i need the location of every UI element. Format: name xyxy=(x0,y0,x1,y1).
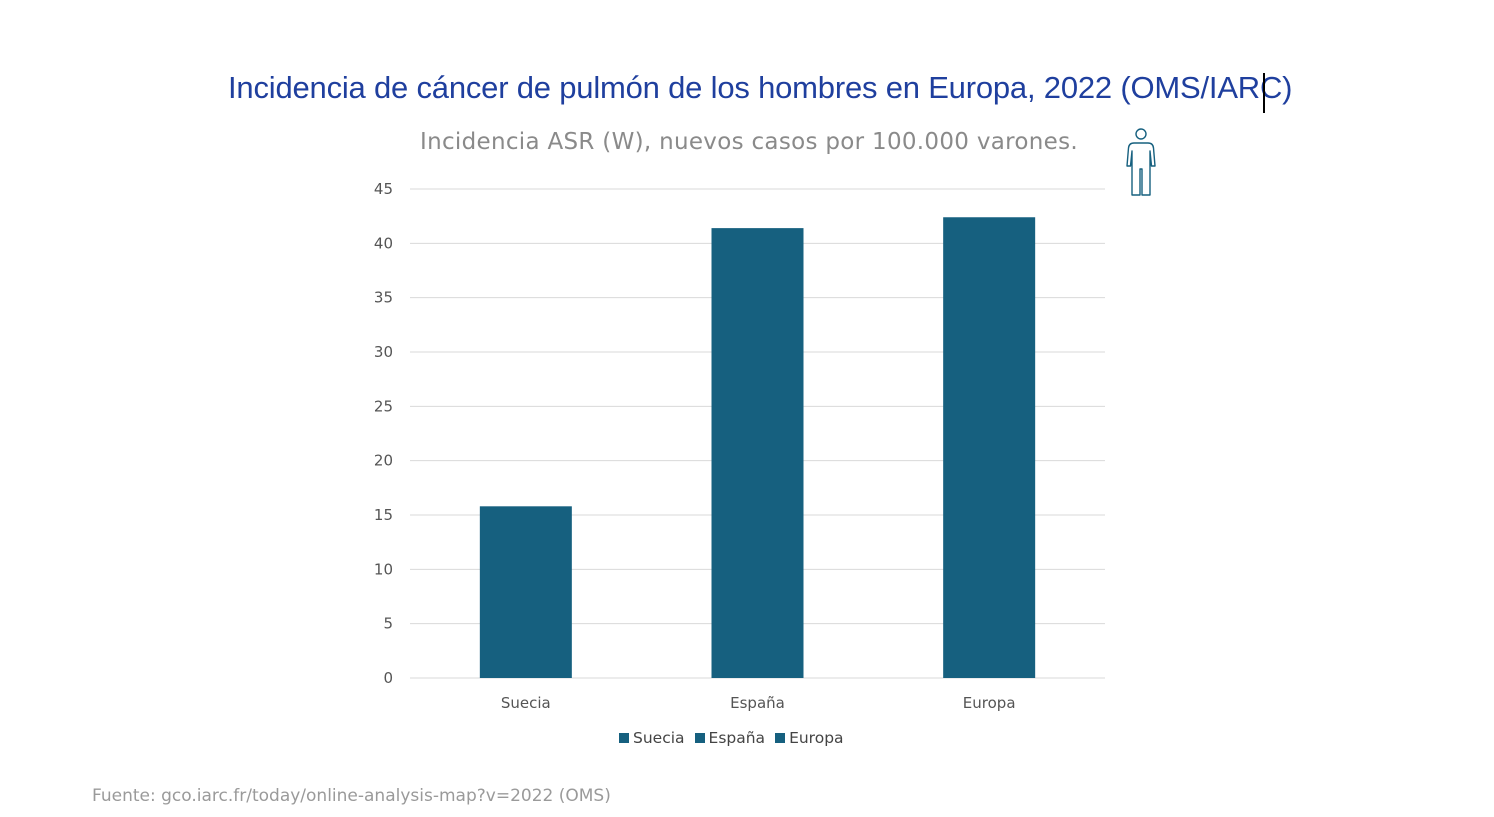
legend-label-espana: España xyxy=(708,729,766,747)
legend-label-suecia: Suecia xyxy=(633,729,685,747)
bar-europa xyxy=(943,217,1036,678)
legend-item-suecia: Suecia xyxy=(619,729,685,747)
y-tick-label-30: 30 xyxy=(374,343,393,361)
x-tick-label-europa: Europa xyxy=(963,694,1016,712)
y-tick-label-25: 25 xyxy=(374,397,393,415)
bar-espana xyxy=(711,228,804,678)
y-tick-label-0: 0 xyxy=(383,669,393,687)
slide-title: Incidencia de cáncer de pulmón de los ho… xyxy=(228,70,1293,105)
y-tick-label-40: 40 xyxy=(374,234,393,252)
chart-legend: Suecia España Europa xyxy=(619,729,844,747)
x-tick-label-suecia: Suecia xyxy=(501,694,551,712)
y-tick-label-20: 20 xyxy=(374,452,393,470)
y-axis-tick-labels: 0 5 10 15 20 25 30 35 40 45 xyxy=(374,180,393,687)
legend-swatch-europa xyxy=(775,733,786,743)
person-outline-icon xyxy=(1126,128,1156,196)
chart-subtitle: Incidencia ASR (W), nuevos casos por 100… xyxy=(420,129,1078,155)
legend-item-espana: España xyxy=(694,729,766,747)
text-cursor xyxy=(1263,73,1265,113)
x-axis-tick-labels: Suecia España Europa xyxy=(501,694,1016,712)
chart-bars xyxy=(479,217,1036,678)
legend-item-europa: Europa xyxy=(775,729,844,747)
legend-swatch-espana xyxy=(694,733,705,743)
y-tick-label-5: 5 xyxy=(383,615,393,633)
y-tick-label-35: 35 xyxy=(374,289,393,307)
y-tick-label-10: 10 xyxy=(374,560,393,578)
bar-suecia xyxy=(479,506,572,678)
y-tick-label-15: 15 xyxy=(374,506,393,524)
legend-label-europa: Europa xyxy=(789,729,844,747)
x-tick-label-espana: España xyxy=(730,694,785,712)
legend-swatch-suecia xyxy=(619,733,629,743)
source-note: Fuente: gco.iarc.fr/today/online-analysi… xyxy=(92,786,611,806)
y-tick-label-45: 45 xyxy=(374,180,393,198)
